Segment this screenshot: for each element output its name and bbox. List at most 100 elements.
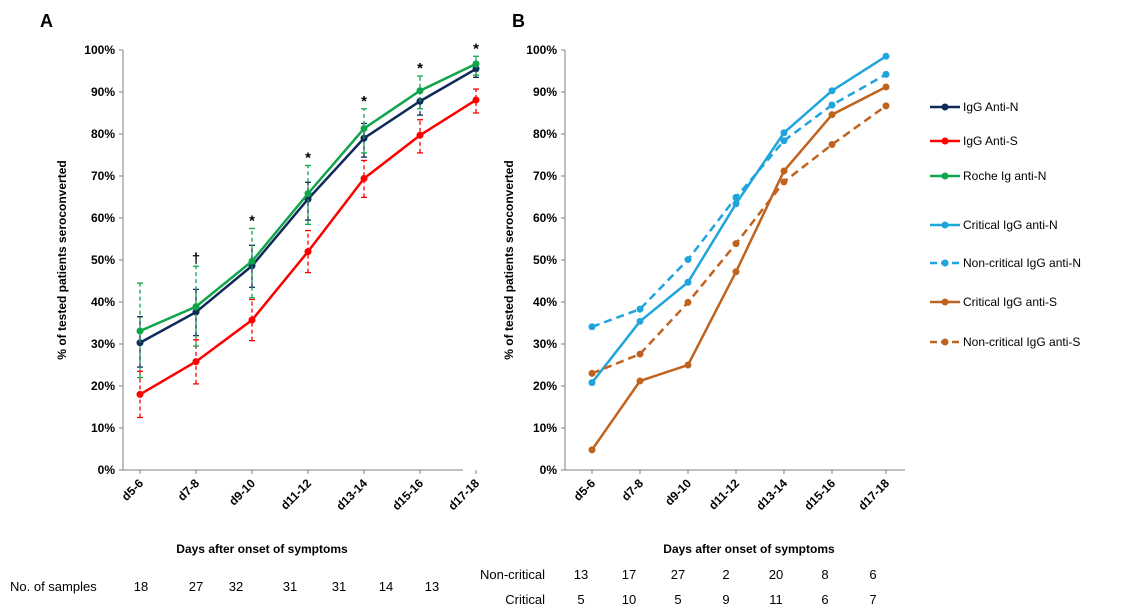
panel-a-y-tick-label: 70% <box>91 169 115 183</box>
panel-b-series-non-critical-igg-anti-s-line <box>591 104 887 375</box>
panel-b-y-tick-label: 10% <box>533 421 557 435</box>
panel-a-series-roche-ig-anti-n-point <box>304 190 312 198</box>
legend-marker <box>941 298 949 306</box>
panel-a-series-roche-ig-anti-n-point <box>472 60 480 68</box>
panel-a-table-cell: 14 <box>379 579 393 594</box>
panel-a-series-igg-anti-s-point <box>248 316 256 324</box>
panel-a-y-tick-label: 20% <box>91 379 115 393</box>
panel-a-series-igg-anti-s-error-bar <box>249 298 255 342</box>
panel-b-table-cell: 9 <box>722 592 729 607</box>
panel-a-x-tick-label: d11-12 <box>278 476 315 513</box>
panel-b-series-non-critical-igg-anti-s-point <box>882 102 890 110</box>
panel-b-table-cell: 2 <box>722 567 729 582</box>
legend-item: Non-critical IgG anti-N <box>930 256 1081 270</box>
panel-a-series-roche-ig-anti-n-error-bar <box>193 265 199 347</box>
panel-b-series-non-critical-igg-anti-n-point <box>780 137 788 145</box>
panel-a-x-tick-label: d13-14 <box>333 476 370 513</box>
panel-b-series-critical-igg-anti-n-point <box>780 129 788 137</box>
panel-b-table-cell: 6 <box>821 592 828 607</box>
panel-b-series-critical-igg-anti-s-point <box>732 268 740 276</box>
legend-marker <box>941 221 949 229</box>
panel-b-series-critical-igg-anti-n-line <box>591 55 887 384</box>
legend-item: Roche Ig anti-N <box>930 169 1046 183</box>
panel-a-series-roche-ig-anti-n-point <box>360 125 368 133</box>
panel-b-series-non-critical-igg-anti-n-point <box>828 101 836 109</box>
panel-a-x-axis-title: Days after onset of symptoms <box>176 542 348 556</box>
legend-marker <box>941 172 949 180</box>
panel-b-y-tick-label: 60% <box>533 211 557 225</box>
legend-marker <box>941 338 949 346</box>
panel-b-y-tick-label: 50% <box>533 253 557 267</box>
panel-a-x-tick-label: d5-6 <box>119 476 147 504</box>
panel-a-significance-marker: * <box>305 150 311 167</box>
panel-b-series-critical-igg-anti-n-point <box>636 317 644 325</box>
panel-b-series-non-critical-igg-anti-n-point <box>684 256 692 264</box>
panel-b-table-cell: 10 <box>622 592 636 607</box>
legend-item: IgG Anti-N <box>930 100 1018 114</box>
panel-a-y-tick-label: 80% <box>91 127 115 141</box>
panel-b-series-critical-igg-anti-s-point <box>588 446 596 454</box>
legend-item: IgG Anti-S <box>930 134 1018 148</box>
legend-label: Non-critical IgG anti-S <box>963 335 1080 349</box>
panel-b-x-tick-label: d11-12 <box>706 476 743 513</box>
panel-a-series-igg-anti-n-point <box>192 308 200 316</box>
panel-b-table-cell: 5 <box>577 592 584 607</box>
legend-label: Non-critical IgG anti-N <box>963 256 1081 270</box>
panel-b-series-critical-igg-anti-n-point <box>588 379 596 387</box>
panel-b-table-cell: 17 <box>622 567 636 582</box>
panel-a-x-tick-label: d9-10 <box>226 476 258 508</box>
panel-b-table-cell: 13 <box>574 567 588 582</box>
panel-a-y-tick-label: 100% <box>84 43 115 57</box>
panel-b-series-non-critical-igg-anti-s-point <box>780 178 788 186</box>
panel-b-table-row-label: Critical <box>505 592 545 607</box>
panel-a-significance-marker: * <box>417 60 423 77</box>
panel-a-table-cell: 18 <box>134 579 148 594</box>
panel-b-x-tick-label: d5-6 <box>571 476 599 504</box>
panel-a-x-tick-label: d15-16 <box>389 476 426 513</box>
panel-a-y-axis-title: % of tested patients seroconverted <box>55 160 69 359</box>
panel-a-table-cell: 31 <box>332 579 346 594</box>
panel-b-x-tick-label: d17-18 <box>855 476 892 513</box>
panel-a-y-tick-label: 90% <box>91 85 115 99</box>
panel-b-y-tick-label: 20% <box>533 379 557 393</box>
panel-a-series-igg-anti-s-point <box>472 96 480 104</box>
panel-b-series-non-critical-igg-anti-s-point <box>588 369 596 377</box>
panel-b-y-tick-label: 0% <box>540 463 558 477</box>
legend-label: Critical IgG anti-N <box>963 218 1058 232</box>
legend-marker <box>941 259 949 267</box>
panel-b-x-tick-label: d9-10 <box>662 476 694 508</box>
panel-b-x-tick-label: d13-14 <box>753 476 790 513</box>
panel-a-series-igg-anti-s-line <box>139 98 477 396</box>
panel-a-table-cell: 32 <box>229 579 243 594</box>
legend-label: Critical IgG anti-S <box>963 295 1057 309</box>
panel-b-series-critical-igg-anti-n-point <box>882 52 890 60</box>
panel-b-x-axis-title: Days after onset of symptoms <box>663 542 835 556</box>
panel-b-y-tick-label: 30% <box>533 337 557 351</box>
panel-b-table-cell: 8 <box>821 567 828 582</box>
panel-b-table-cell: 7 <box>869 592 876 607</box>
panel-b-series-critical-igg-anti-n-point <box>828 87 836 95</box>
panel-a-y-tick-label: 30% <box>91 337 115 351</box>
panel-a-x-tick-label: d7-8 <box>175 476 203 504</box>
panel-b-y-tick-label: 90% <box>533 85 557 99</box>
panel-b-x-tick-label: d7-8 <box>619 476 647 504</box>
panel-b-series-non-critical-igg-anti-n-point <box>636 305 644 313</box>
legend-item: Non-critical IgG anti-S <box>930 335 1080 349</box>
panel-b-series-critical-igg-anti-s-point <box>828 111 836 119</box>
panel-a-table-row-label: No. of samples <box>10 579 97 594</box>
legend-label: IgG Anti-N <box>963 100 1018 114</box>
legend-label: IgG Anti-S <box>963 134 1018 148</box>
panel-b-series-critical-igg-anti-s-line <box>590 85 887 451</box>
panel-a-series-igg-anti-s-point <box>136 390 144 398</box>
panel-b-series-critical-igg-anti-s-point <box>684 361 692 369</box>
panel-b-x-tick-label: d15-16 <box>801 476 838 513</box>
panel-b-series-non-critical-igg-anti-s-point <box>732 240 740 248</box>
legend-item: Critical IgG anti-N <box>930 218 1058 232</box>
panel-b-series-critical-igg-anti-n-point <box>732 200 740 208</box>
panel-b-series-non-critical-igg-anti-s-point <box>636 350 644 358</box>
panel-b-table-cell: 6 <box>869 567 876 582</box>
panel-a-y-tick-label: 50% <box>91 253 115 267</box>
panel-b-y-tick-label: 80% <box>533 127 557 141</box>
panel-a-series-igg-anti-s-point <box>304 248 312 256</box>
panel-a-series-igg-anti-n-point <box>472 65 480 73</box>
